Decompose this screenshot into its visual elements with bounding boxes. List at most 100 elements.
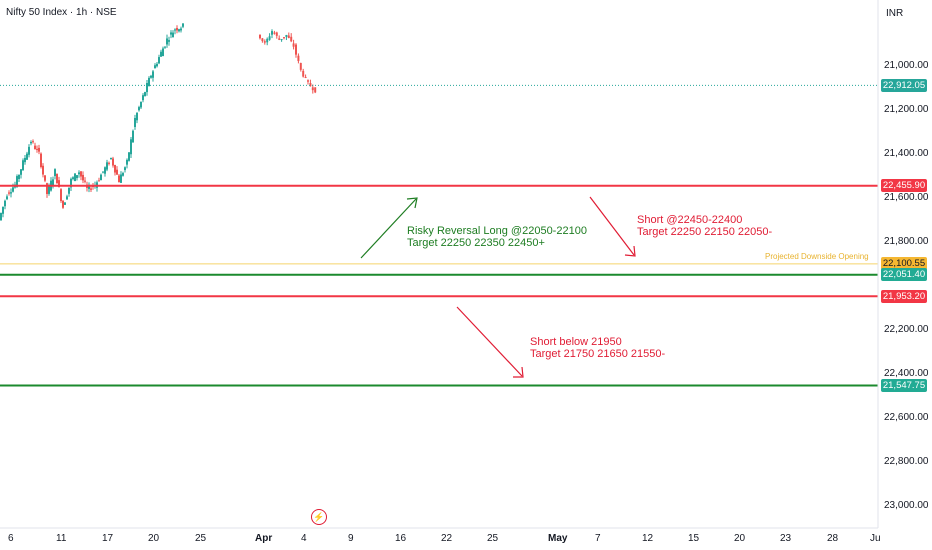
candle-body: [46, 183, 48, 194]
candle-body: [152, 71, 154, 78]
candle-body: [150, 75, 152, 78]
candle-body: [172, 32, 174, 38]
candle-body: [10, 192, 12, 194]
candle-body: [8, 192, 10, 194]
price-axis-label: 22,800.00: [884, 456, 929, 467]
candle-body: [118, 175, 120, 183]
candle-body: [0, 212, 2, 221]
candle-body: [299, 63, 302, 70]
candle-body: [54, 169, 56, 177]
candle-body: [66, 196, 68, 200]
candle-body: [180, 28, 182, 31]
candle-body: [160, 51, 162, 57]
candle-body: [132, 130, 134, 143]
time-axis-label: Apr: [255, 533, 273, 544]
candle-body: [130, 139, 132, 155]
candle-body: [114, 165, 116, 173]
time-axis-label: 9: [348, 533, 354, 544]
candle-body: [302, 70, 305, 77]
price-axis-label: 22,600.00: [884, 412, 929, 423]
price-axis-label: 22,200.00: [884, 324, 929, 335]
time-axis-label: 11: [56, 533, 67, 544]
candle-body: [261, 38, 264, 42]
candle-body: [52, 179, 54, 186]
candle-body: [297, 55, 300, 62]
candle-body: [62, 200, 64, 208]
candle-body: [76, 175, 78, 179]
candle-body: [88, 184, 90, 189]
candle-body: [112, 158, 114, 166]
long-annotation-line2: Target 22250 22350 22450+: [407, 237, 545, 249]
candle-body: [266, 38, 269, 43]
time-axis-label: 7: [595, 533, 601, 544]
candle-body: [273, 32, 276, 34]
candlestick-series: [0, 23, 317, 222]
time-axis-label: 15: [688, 533, 700, 544]
short-annotation-2-line2: Target 21750 21650 21550-: [530, 348, 666, 360]
time-axis-label: 22: [441, 533, 453, 544]
short-arrow-1: [589, 196, 635, 256]
candle-body: [263, 41, 266, 43]
candle-body: [166, 38, 168, 45]
candle-body: [314, 87, 317, 93]
candle-body: [271, 31, 273, 35]
candle-body: [178, 29, 180, 32]
candle-body: [259, 34, 261, 39]
price-axis-label: 21,800.00: [884, 236, 929, 247]
time-axis-label: 23: [780, 533, 792, 544]
candle-body: [126, 159, 128, 165]
candle-body: [80, 171, 82, 177]
candle-body: [12, 187, 14, 192]
short-annotation-1[interactable]: Short @22450-22400 Target 22250 22150 22…: [637, 214, 772, 238]
candle-body: [44, 175, 46, 181]
candle-body: [78, 172, 80, 175]
candle-body: [68, 187, 70, 194]
time-axis-label: 25: [195, 533, 207, 544]
candle-body: [42, 165, 44, 175]
time-axis-label: 25: [487, 533, 499, 544]
candle-body: [60, 189, 62, 201]
time-axis-label: 16: [395, 533, 407, 544]
horizontal-levels: [0, 84, 878, 387]
candle-body: [98, 180, 100, 182]
time-axis-label: 28: [827, 533, 839, 544]
flash-icon[interactable]: ⚡: [311, 509, 327, 525]
candle-body: [158, 57, 160, 64]
candle-body: [154, 65, 156, 69]
candle-body: [106, 162, 108, 170]
short-annotation-2[interactable]: Short below 21950 Target 21750 21650 215…: [530, 336, 665, 360]
candle-body: [309, 83, 312, 87]
candle-body: [304, 76, 307, 78]
time-axis-label: May: [548, 533, 568, 544]
candle-body: [275, 32, 278, 36]
price-tag-sup2: 21,547.75: [881, 378, 927, 392]
price-axis-label: 21,200.00: [884, 104, 929, 115]
short-annotation-2-line1: Short below 21950: [530, 336, 622, 348]
short-annotation-1-line2: Target 22250 22150 22050-: [637, 226, 773, 238]
candle-body: [100, 174, 102, 181]
candle-body: [28, 146, 30, 155]
candle-body: [148, 77, 150, 87]
candle-body: [136, 112, 138, 121]
long-annotation[interactable]: Risky Reversal Long @22050-22100 Target …: [407, 225, 587, 249]
candle-body: [287, 35, 290, 38]
candle-body: [30, 141, 32, 144]
candle-body: [142, 95, 144, 101]
currency-label[interactable]: INR: [886, 8, 904, 19]
candle-body: [122, 173, 124, 176]
candle-body: [16, 176, 18, 187]
candle-body: [307, 80, 309, 82]
candle-body: [182, 23, 184, 27]
candle-body: [156, 63, 158, 67]
candle-body: [120, 174, 122, 183]
time-axis-label: 17: [102, 533, 114, 544]
candle-body: [36, 148, 38, 150]
candle-body: [168, 40, 170, 42]
time-axis-label: Ju: [870, 533, 881, 544]
candle-body: [70, 178, 72, 188]
candle-body: [110, 157, 112, 160]
candle-body: [64, 202, 66, 205]
candle-body: [4, 200, 6, 207]
candle-body: [32, 141, 34, 143]
